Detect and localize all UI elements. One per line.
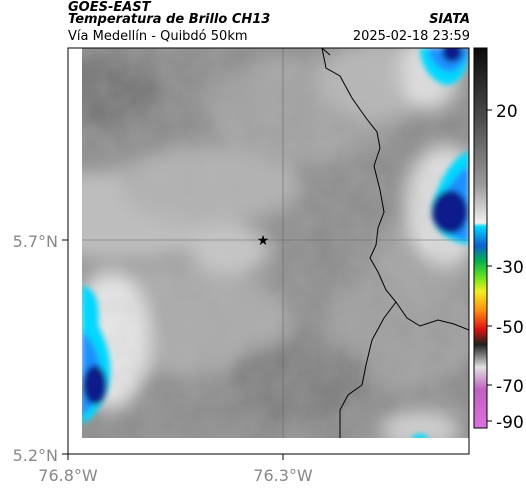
- colorbar-tick: -30: [496, 258, 524, 278]
- colorbar-tick: -50: [496, 318, 524, 338]
- colorbar-tick: -90: [496, 413, 524, 433]
- gridlines: [82, 48, 469, 438]
- border-lines: [321, 48, 469, 438]
- product-title: Temperatura de Brillo CH13: [68, 12, 271, 27]
- colorbar: 20 -30 -50 -70 -90: [473, 47, 524, 433]
- agency-label: SIATA: [429, 12, 470, 27]
- region-subtitle: Vía Medellín - Quibdó 50km: [68, 29, 248, 44]
- star-icon: ★: [257, 233, 270, 249]
- satellite-title: GOES-EAST: [68, 0, 151, 15]
- satellite-image: [82, 48, 469, 438]
- lat-tick-label: 5.2°N: [13, 446, 58, 465]
- timestamp-label: 2025-02-18 23:59: [352, 29, 470, 44]
- colorbar-tick: -70: [496, 377, 524, 397]
- lon-tick-label: 76.3°W: [253, 466, 313, 485]
- lat-tick-label: 5.7°N: [13, 232, 58, 251]
- lon-tick-label: 76.8°W: [38, 466, 98, 485]
- colorbar-tick: 20: [496, 102, 518, 122]
